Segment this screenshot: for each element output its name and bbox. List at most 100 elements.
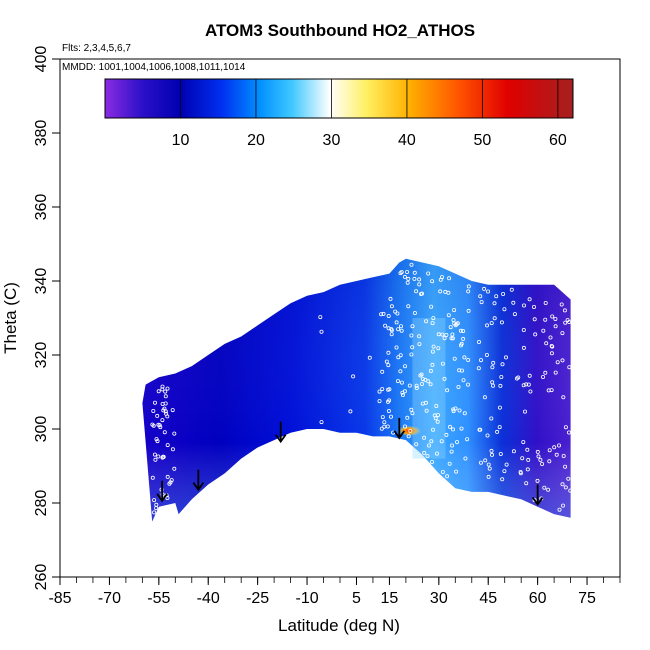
- sample-point: [154, 437, 159, 442]
- sample-point: [451, 407, 456, 412]
- sample-point: [412, 276, 417, 281]
- sample-point: [160, 418, 165, 423]
- sample-point: [502, 307, 507, 312]
- sample-point: [549, 343, 554, 348]
- sample-point: [500, 362, 505, 367]
- sample-point: [377, 389, 382, 394]
- sample-point: [379, 426, 384, 431]
- sample-point: [553, 324, 558, 329]
- sample-point: [444, 332, 449, 337]
- sample-point: [398, 353, 403, 358]
- sample-point: [165, 386, 170, 391]
- sample-point: [499, 374, 504, 379]
- sample-point: [462, 411, 467, 416]
- sample-point: [458, 343, 463, 348]
- sample-point: [452, 356, 457, 361]
- sample-point: [521, 345, 526, 350]
- sample-point: [560, 358, 565, 363]
- sample-point: [395, 311, 400, 316]
- x-axis: -85 -70 -55 -40 -25 -10 5 15 30 45 60 75: [48, 577, 621, 607]
- sample-point: [566, 476, 571, 481]
- sample-point: [482, 395, 487, 400]
- sample-point: [419, 381, 424, 386]
- sample-point: [454, 469, 459, 474]
- sample-point: [435, 413, 440, 418]
- sample-point: [504, 462, 509, 467]
- sample-point: [158, 425, 163, 430]
- sample-point: [486, 474, 491, 479]
- sample-point: [501, 291, 506, 296]
- sample-point: [348, 409, 353, 414]
- y-tick-label: 300: [33, 416, 50, 443]
- sample-point: [527, 373, 532, 378]
- y-tick-label: 280: [33, 490, 50, 517]
- sample-point: [457, 368, 462, 373]
- sample-point: [319, 420, 324, 425]
- sample-point: [458, 328, 463, 333]
- sample-point: [524, 382, 529, 387]
- sample-point: [451, 409, 456, 414]
- y-tick-label: 380: [33, 120, 50, 147]
- sample-point: [483, 458, 488, 463]
- sample-point: [386, 313, 391, 318]
- sample-point: [400, 392, 405, 397]
- sample-point: [380, 387, 385, 392]
- heatmap-shading: [142, 258, 571, 522]
- dates-label: MMDD: 1001,1004,1006,1008,1011,1014: [62, 62, 246, 73]
- x-tick-label: -25: [246, 590, 269, 607]
- sample-point: [538, 457, 543, 462]
- sample-point: [430, 362, 435, 367]
- x-tick-label: 15: [381, 590, 399, 607]
- sample-point: [385, 424, 390, 429]
- sample-point: [154, 506, 159, 511]
- x-tick-label: 5: [352, 590, 361, 607]
- x-axis-label: Latitude (deg N): [278, 616, 400, 635]
- sample-point: [565, 318, 570, 323]
- sample-point: [431, 316, 436, 321]
- sample-point: [449, 449, 454, 454]
- sample-point: [547, 459, 552, 464]
- sample-point: [430, 279, 435, 284]
- sample-point: [521, 383, 526, 388]
- sample-point: [388, 414, 393, 419]
- sample-point: [412, 310, 417, 315]
- sample-point: [521, 327, 526, 332]
- sample-point: [439, 275, 444, 280]
- sample-point: [151, 408, 156, 413]
- sample-point: [162, 406, 167, 411]
- sample-point: [449, 336, 454, 341]
- sample-point: [433, 416, 438, 421]
- sample-point: [463, 456, 468, 461]
- sample-point: [389, 332, 394, 337]
- sample-point: [434, 451, 439, 456]
- y-tick-label: 360: [33, 194, 50, 221]
- sample-point: [478, 460, 483, 465]
- sample-point: [436, 332, 441, 337]
- sample-point: [429, 439, 434, 444]
- sample-point: [453, 406, 458, 411]
- sample-point: [442, 336, 447, 341]
- sample-point: [386, 326, 391, 331]
- sample-point: [521, 440, 526, 445]
- x-tick-label: -85: [48, 590, 71, 607]
- sample-point: [560, 331, 565, 336]
- sample-point: [436, 346, 441, 351]
- sample-point: [405, 280, 410, 285]
- sample-point: [456, 384, 461, 389]
- sample-point: [424, 319, 429, 324]
- sample-point: [541, 374, 546, 379]
- sample-point: [511, 449, 516, 454]
- sample-point: [492, 301, 497, 306]
- sample-point: [155, 439, 160, 444]
- sample-point: [466, 357, 471, 362]
- sample-point: [442, 376, 447, 381]
- arrow-head: [274, 434, 287, 444]
- sample-point: [559, 302, 564, 307]
- arrow-head: [531, 496, 544, 507]
- sample-point: [476, 366, 481, 371]
- sample-point: [398, 369, 403, 374]
- sample-point: [549, 351, 554, 356]
- sample-point: [492, 316, 497, 321]
- sample-point: [402, 274, 407, 279]
